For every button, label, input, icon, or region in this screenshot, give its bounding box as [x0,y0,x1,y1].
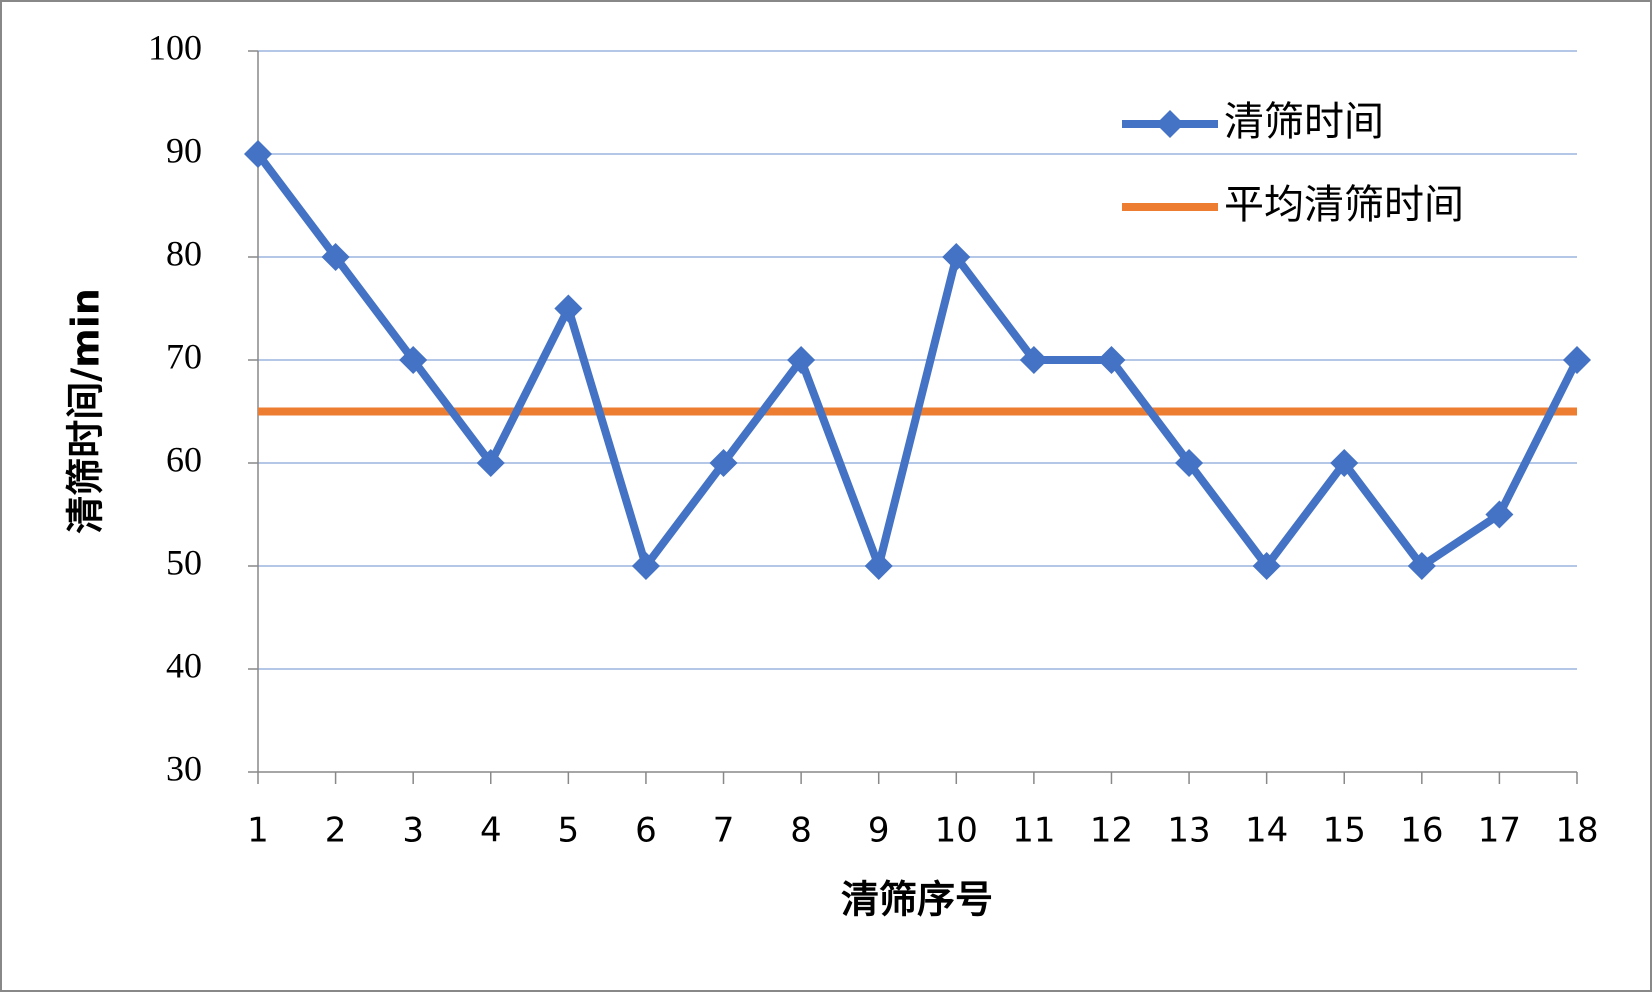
data-point [1563,346,1591,374]
x-tick-label: 16 [1400,811,1443,851]
data-point [709,449,738,477]
data-point [244,140,272,168]
data-point [1097,346,1126,374]
x-tick-label: 13 [1167,811,1210,851]
y-axis-title: 清筛时间/min [64,288,108,534]
data-point [1252,552,1281,580]
x-tick-label: 7 [713,811,735,851]
legend-marker [1156,110,1184,138]
x-tick-label: 15 [1323,811,1366,851]
x-tick-label: 12 [1090,811,1133,851]
data-point [1330,449,1359,477]
data-point [399,346,428,374]
data-point [1485,500,1514,529]
y-tick-label: 30 [166,748,202,788]
data-point [787,346,816,374]
x-tick-label: 9 [868,811,890,851]
x-tick-label: 4 [480,811,502,851]
x-tick-label: 8 [790,811,812,851]
y-tick-label: 100 [148,27,202,67]
data-point [321,243,350,271]
data-point [1019,346,1048,374]
data-point [554,294,583,323]
data-point [631,552,660,580]
x-tick-label: 5 [558,811,580,851]
x-tick-label: 1 [247,811,269,851]
y-tick-label: 90 [166,130,202,170]
x-tick-label: 3 [402,811,424,851]
y-tick-label: 40 [166,645,202,685]
x-tick-label: 18 [1555,811,1598,851]
y-tick-label: 80 [166,233,202,273]
y-tick-label: 50 [166,542,202,582]
data-point [1407,552,1436,580]
legend-label: 平均清筛时间 [1224,182,1464,228]
x-tick-label: 11 [1012,811,1055,851]
y-tick-label: 70 [166,336,202,376]
data-point [1175,449,1204,477]
data-point [942,243,971,271]
x-tick-label: 10 [935,811,978,851]
data-point [864,552,893,580]
x-tick-label: 6 [635,811,657,851]
y-tick-label: 60 [166,439,202,479]
x-tick-label: 2 [325,811,347,851]
legend-label: 清筛时间 [1224,99,1384,145]
series-line [254,151,1581,570]
x-tick-label: 17 [1478,811,1521,851]
x-axis-title: 清筛序号 [841,878,993,922]
x-tick-label: 14 [1245,811,1288,851]
data-point [476,449,505,477]
